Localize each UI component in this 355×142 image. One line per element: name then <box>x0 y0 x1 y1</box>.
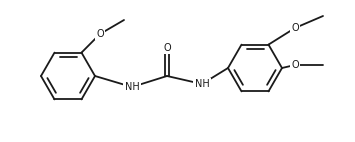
Text: NH: NH <box>125 82 140 92</box>
Text: O: O <box>291 23 299 33</box>
Text: O: O <box>163 43 171 53</box>
Text: NH: NH <box>195 79 209 89</box>
Text: O: O <box>291 60 299 70</box>
Text: O: O <box>96 29 104 39</box>
